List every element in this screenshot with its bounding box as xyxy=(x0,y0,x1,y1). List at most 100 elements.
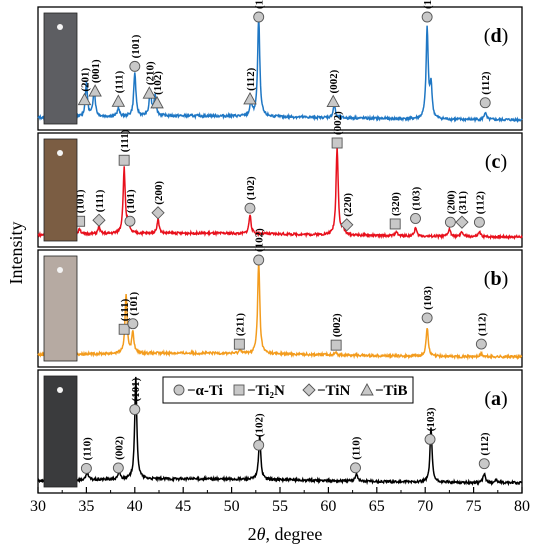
x-tick-label: 75 xyxy=(466,498,482,515)
peak-label: (103) xyxy=(411,186,423,210)
peak-label: (112) xyxy=(480,71,492,95)
peak-label: (112) xyxy=(479,432,491,456)
peak-label: (211) xyxy=(234,313,246,337)
series-line-d xyxy=(37,17,523,124)
x-axis-title-theta: θ xyxy=(257,524,266,544)
ti2n-marker xyxy=(118,323,130,335)
tib-marker xyxy=(77,92,92,106)
peak-label: (002) xyxy=(328,69,340,93)
sample-photo xyxy=(43,255,78,362)
series-line-c xyxy=(37,147,523,241)
peak-label: (101) xyxy=(130,34,142,58)
ti2n-marker xyxy=(233,338,245,350)
alpha-ti-marker xyxy=(112,462,124,474)
panel-label-open: ( xyxy=(485,151,492,173)
peak-label: (200) xyxy=(153,181,165,205)
panel-d: (201)(001)(111)(101)(210)(102)(112)(102)… xyxy=(37,0,523,131)
legend-entry-text: −TiN xyxy=(317,383,350,399)
alpha-ti-marker xyxy=(129,60,141,72)
alpha-ti-marker xyxy=(173,384,185,396)
peak-label: (101) xyxy=(75,189,87,213)
panels-layer: (201)(001)(111)(101)(210)(102)(112)(102)… xyxy=(37,0,523,494)
peak-label: (311) xyxy=(457,191,469,215)
peak-label: (002) xyxy=(113,436,125,460)
alpha-ti-marker xyxy=(127,318,139,330)
alpha-ti-marker xyxy=(424,433,436,445)
tin-marker xyxy=(455,215,469,229)
alpha-ti-marker xyxy=(410,213,421,224)
peak-label: (220) xyxy=(342,193,354,217)
series-line-b xyxy=(37,261,523,361)
peak-label: (102) xyxy=(245,176,257,200)
legend-entry-text: −TiB xyxy=(375,383,407,399)
tib-marker xyxy=(88,84,102,97)
peak-label: (101) xyxy=(125,189,137,213)
alpha-ti-marker xyxy=(244,202,256,214)
peak-label: (110) xyxy=(81,437,93,461)
panel-label-letter: c xyxy=(492,151,501,173)
peak-label: (101) xyxy=(128,292,140,316)
panel-label-close: ) xyxy=(500,151,507,173)
tib-marker xyxy=(360,383,374,396)
tib-marker xyxy=(142,86,157,99)
alpha-ti-marker xyxy=(421,11,433,23)
tin-marker xyxy=(92,213,106,227)
peak-label: (111) xyxy=(119,129,131,152)
tin-marker xyxy=(302,383,316,397)
peak-label: (002) xyxy=(331,313,343,337)
alpha-ti-marker xyxy=(444,216,456,228)
tib-marker xyxy=(150,95,164,109)
tib-marker xyxy=(326,94,340,107)
legend-box xyxy=(162,376,414,404)
panel-label-open: ( xyxy=(484,25,491,47)
panel-label-open: ( xyxy=(484,388,491,410)
ti2n-marker xyxy=(331,137,343,149)
x-tick-label: 55 xyxy=(272,498,288,515)
panel-frame xyxy=(37,249,523,368)
peak-label: (101) xyxy=(130,377,142,401)
x-tick-label: 80 xyxy=(514,498,530,515)
alpha-ti-marker xyxy=(129,404,141,415)
panel-frame xyxy=(37,132,523,248)
alpha-ti-marker xyxy=(124,215,136,227)
ti2n-marker xyxy=(118,154,130,166)
x-tick-label: 70 xyxy=(417,498,433,515)
peak-label: (001) xyxy=(90,59,102,83)
peak-label: (111) xyxy=(119,298,131,321)
panel-label-letter: a xyxy=(491,388,501,410)
alpha-ti-marker xyxy=(479,97,491,109)
alpha-ti-marker xyxy=(253,439,265,451)
ti2n-marker xyxy=(330,339,342,351)
panel-label-open: ( xyxy=(484,268,491,290)
peak-label: (110) xyxy=(351,436,363,460)
peak-label: (103) xyxy=(425,407,437,431)
legend-entry-text: −Ti₂N xyxy=(247,383,285,399)
peak-label: (102) xyxy=(254,0,266,9)
peak-label: (102) xyxy=(254,228,266,252)
peak-label: (112) xyxy=(245,67,257,91)
alpha-ti-marker xyxy=(80,462,92,474)
peak-label: (210) xyxy=(144,61,156,85)
sample-photo xyxy=(43,138,78,242)
panel-label-close: ) xyxy=(501,388,508,410)
peak-label: (112) xyxy=(474,191,486,215)
panel-label: (d) xyxy=(484,25,508,47)
panel-b: (111)(101) (211) (102) (002) (103) (112) (b) xyxy=(37,228,523,368)
peak-label: (103) xyxy=(422,286,434,310)
alpha-ti-marker xyxy=(350,462,361,474)
x-axis: 30 35 40 45 50 55 60 65 70 75 80 xyxy=(30,487,530,515)
panel-label-close: ) xyxy=(502,268,509,290)
tin-marker xyxy=(340,218,354,232)
peak-label: (111) xyxy=(94,189,106,212)
peak-label: (102) xyxy=(152,71,164,95)
x-tick-label: 60 xyxy=(320,498,336,515)
x-axis-title: 2θ, degree xyxy=(248,524,323,544)
alpha-ti-marker xyxy=(478,458,490,470)
peak-label: (201) xyxy=(79,68,91,92)
alpha-ti-marker xyxy=(253,254,265,266)
tib-marker xyxy=(111,94,126,107)
sample-hole xyxy=(57,24,63,30)
peak-label: (103) xyxy=(422,0,434,9)
x-tick-label: 45 xyxy=(175,498,191,515)
